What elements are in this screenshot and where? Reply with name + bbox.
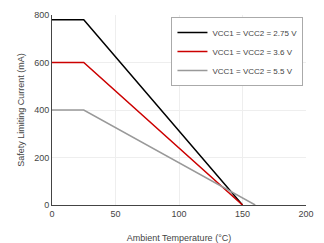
svg-text:800: 800 bbox=[34, 10, 49, 20]
svg-text:VCC1 = VCC2 = 5.5 V: VCC1 = VCC2 = 5.5 V bbox=[212, 67, 292, 76]
svg-text:VCC1 = VCC2 = 2.75 V: VCC1 = VCC2 = 2.75 V bbox=[212, 29, 297, 38]
svg-text:Safety Limiting Current (mA): Safety Limiting Current (mA) bbox=[16, 53, 26, 167]
svg-text:50: 50 bbox=[110, 209, 120, 219]
svg-text:200: 200 bbox=[34, 153, 49, 163]
svg-text:0: 0 bbox=[44, 200, 49, 210]
svg-text:400: 400 bbox=[34, 105, 49, 115]
svg-text:100: 100 bbox=[171, 209, 186, 219]
svg-text:600: 600 bbox=[34, 58, 49, 68]
svg-text:Ambient Temperature (°C): Ambient Temperature (°C) bbox=[127, 233, 231, 243]
svg-text:VCC1 = VCC2 = 3.6 V: VCC1 = VCC2 = 3.6 V bbox=[212, 48, 292, 57]
svg-text:150: 150 bbox=[235, 209, 250, 219]
svg-text:200: 200 bbox=[298, 209, 313, 219]
svg-text:0: 0 bbox=[49, 209, 54, 219]
